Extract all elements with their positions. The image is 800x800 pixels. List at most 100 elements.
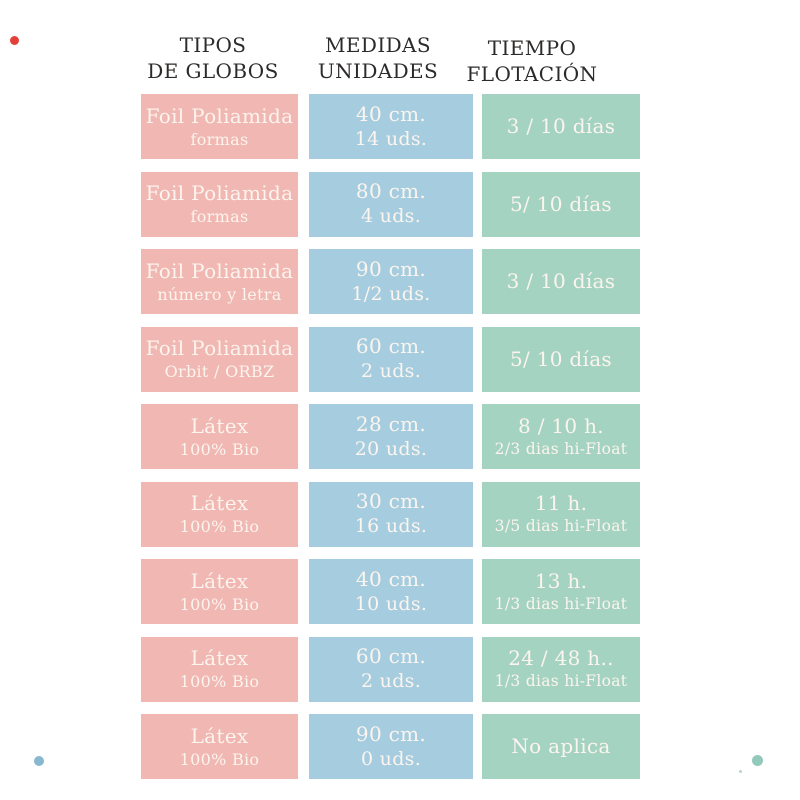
tipo-line1: Látex <box>190 568 249 593</box>
medida-line2: 2 uds. <box>360 360 422 382</box>
header-medidas-line2: UNIDADES <box>317 59 439 83</box>
table-row: Látex 100% Bio 90 cm. 0 uds. No aplica <box>141 714 640 779</box>
tipo-cell: Foil Poliamida formas <box>141 171 298 237</box>
decor-dot-blue <box>34 756 44 766</box>
header-medidas-line1: MEDIDAS <box>325 33 431 57</box>
tipo-cell: Látex 100% Bio <box>141 714 298 779</box>
tiempo-line2: 3/5 dias hi-Float <box>494 517 628 535</box>
medida-cell: 28 cm. 20 uds. <box>309 404 473 469</box>
tipo-line2: 100% Bio <box>179 594 260 614</box>
table-row: Látex 100% Bio 40 cm. 10 uds. 13 h. 1/3 … <box>141 559 640 624</box>
tiempo-line1: 8 / 10 h. <box>518 413 604 438</box>
medida-line1: 90 cm. <box>355 721 427 746</box>
tiempo-line2: 2/3 dias hi-Float <box>494 439 628 458</box>
tipo-cell: Foil Poliamida Orbit / ORBZ <box>141 326 298 392</box>
tiempo-cell: 3 / 10 días <box>482 249 640 314</box>
tipo-line2: 100% Bio <box>179 439 260 459</box>
tipo-line2: Orbit / ORBZ <box>164 362 275 381</box>
medida-line2: 2 uds. <box>360 670 422 692</box>
tipo-line2: formas <box>190 207 249 226</box>
medida-line2: 14 uds. <box>354 127 428 150</box>
medida-line1: 28 cm. <box>355 411 427 436</box>
tiempo-line1: 3 / 10 días <box>506 114 616 138</box>
tipo-line2: 100% Bio <box>179 749 260 769</box>
tiempo-line2: 1/3 dias hi-Float <box>494 594 628 613</box>
medida-cell: 60 cm. 2 uds. <box>309 326 473 392</box>
medida-cell: 30 cm. 16 uds. <box>309 481 473 547</box>
header-tiempo-line1: TIEMPO <box>487 36 577 60</box>
table-row: Foil Poliamida número y letra 90 cm. 1/2… <box>141 249 640 314</box>
tiempo-cell: 8 / 10 h. 2/3 dias hi-Float <box>482 404 640 469</box>
medida-line1: 90 cm. <box>355 256 427 281</box>
column-header-medidas: MEDIDAS UNIDADES <box>268 32 488 84</box>
medida-line2: 16 uds. <box>354 515 428 537</box>
tipo-cell: Látex 100% Bio <box>141 559 298 624</box>
header-tipos-line1: TIPOS <box>179 33 247 57</box>
tiempo-line1: 13 h. <box>534 568 588 593</box>
medida-cell: 80 cm. 4 uds. <box>309 171 473 237</box>
medida-line1: 60 cm. <box>355 644 427 668</box>
tiempo-line1: 11 h. <box>534 491 588 515</box>
tipo-line2: 100% Bio <box>179 517 260 536</box>
tipo-line1: Foil Poliamida <box>145 258 294 283</box>
tipo-line1: Foil Poliamida <box>145 336 294 360</box>
tiempo-cell: 11 h. 3/5 dias hi-Float <box>482 481 640 547</box>
tipo-cell: Foil Poliamida formas <box>141 94 298 159</box>
tipo-cell: Foil Poliamida número y letra <box>141 249 298 314</box>
decor-dot-speck <box>739 770 742 773</box>
tipo-line2: formas <box>190 129 249 149</box>
medida-line2: 20 uds. <box>354 437 428 460</box>
tipo-line1: Látex <box>190 646 249 670</box>
tiempo-line1: 5/ 10 días <box>509 346 612 371</box>
tiempo-line1: 5/ 10 días <box>509 191 612 216</box>
tiempo-cell: 13 h. 1/3 dias hi-Float <box>482 559 640 624</box>
table-row: Foil Poliamida formas 80 cm. 4 uds. 5/ 1… <box>141 171 640 237</box>
medida-cell: 60 cm. 2 uds. <box>309 636 473 702</box>
header-tipos-line2: DE GLOBOS <box>147 59 279 83</box>
tiempo-line2: 1/3 dias hi-Float <box>494 672 628 690</box>
tipo-cell: Látex 100% Bio <box>141 481 298 547</box>
tipo-line1: Látex <box>190 413 249 438</box>
tiempo-cell: 24 / 48 h.. 1/3 dias hi-Float <box>482 636 640 702</box>
medida-cell: 90 cm. 0 uds. <box>309 714 473 779</box>
medida-cell: 40 cm. 14 uds. <box>309 94 473 159</box>
decor-dot-teal <box>752 755 763 766</box>
tipo-line2: número y letra <box>157 284 282 304</box>
tiempo-cell: 5/ 10 días <box>482 326 640 392</box>
table-row: Látex 100% Bio 30 cm. 16 uds. 11 h. 3/5 … <box>141 481 640 547</box>
tipo-line1: Foil Poliamida <box>145 103 294 128</box>
tipo-line1: Foil Poliamida <box>145 181 294 205</box>
table: Foil Poliamida formas 40 cm. 14 uds. 3 /… <box>141 94 640 792</box>
decor-dot-red <box>10 36 19 45</box>
tipo-line1: Látex <box>190 723 249 748</box>
column-header-tipos: TIPOS DE GLOBOS <box>103 32 323 84</box>
tipo-line2: 100% Bio <box>179 672 260 691</box>
table-row: Látex 100% Bio 60 cm. 2 uds. 24 / 48 h..… <box>141 636 640 702</box>
tiempo-line1: 24 / 48 h.. <box>508 646 614 670</box>
table-row: Látex 100% Bio 28 cm. 20 uds. 8 / 10 h. … <box>141 404 640 469</box>
medida-line2: 4 uds. <box>360 205 422 227</box>
tiempo-line1: No aplica <box>511 734 611 758</box>
tiempo-cell: 5/ 10 días <box>482 171 640 237</box>
tipo-cell: Látex 100% Bio <box>141 404 298 469</box>
header-tiempo-line2: FLOTACIÓN <box>466 62 598 86</box>
medida-line1: 80 cm. <box>355 179 427 203</box>
medida-line2: 1/2 uds. <box>351 282 431 305</box>
medida-cell: 90 cm. 1/2 uds. <box>309 249 473 314</box>
table-row: Foil Poliamida formas 40 cm. 14 uds. 3 /… <box>141 94 640 159</box>
tipo-cell: Látex 100% Bio <box>141 636 298 702</box>
medida-line2: 0 uds. <box>360 747 422 770</box>
table-row: Foil Poliamida Orbit / ORBZ 60 cm. 2 uds… <box>141 326 640 392</box>
medida-line2: 10 uds. <box>354 592 428 615</box>
medida-line1: 30 cm. <box>355 489 427 513</box>
medida-line1: 40 cm. <box>355 101 427 126</box>
column-header-tiempo: TIEMPO FLOTACIÓN <box>422 35 642 87</box>
tiempo-cell: 3 / 10 días <box>482 94 640 159</box>
medida-line1: 60 cm. <box>355 334 427 358</box>
medida-cell: 40 cm. 10 uds. <box>309 559 473 624</box>
tiempo-cell: No aplica <box>482 714 640 779</box>
tiempo-line1: 3 / 10 días <box>506 269 616 293</box>
tipo-line1: Látex <box>190 491 249 515</box>
medida-line1: 40 cm. <box>355 566 427 591</box>
